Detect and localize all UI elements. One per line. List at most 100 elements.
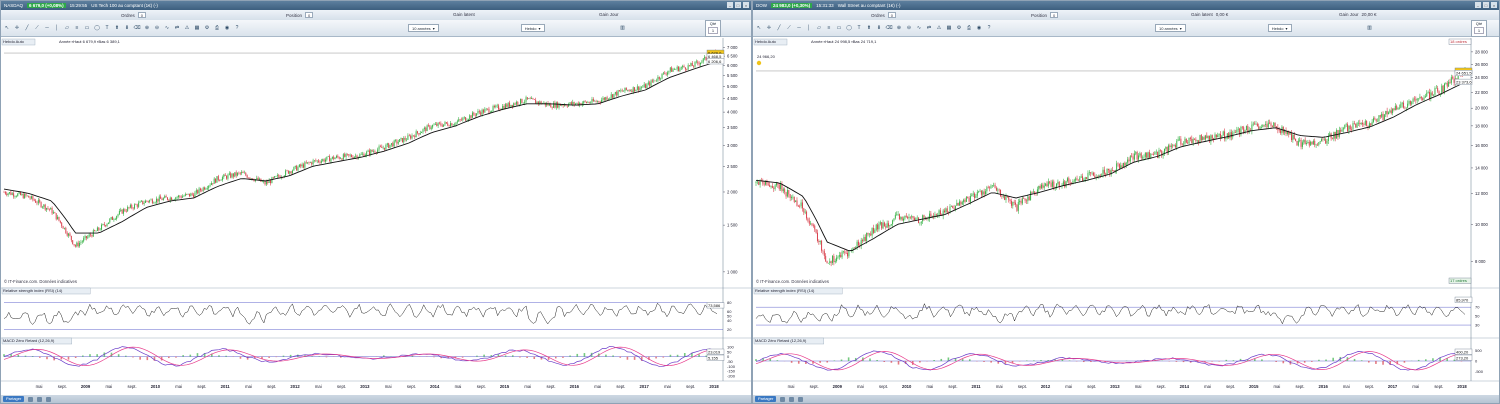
candle-style-icon[interactable]: ▥ [620,25,625,31]
vline-tool-icon[interactable]: │ [807,25,811,31]
candle [920,221,922,223]
orders-value[interactable]: 0 [137,12,146,18]
share-button[interactable]: Partager [755,396,777,402]
eraser-icon[interactable]: ⌫ [133,25,141,31]
candle [1117,163,1119,165]
maximize-icon[interactable]: □ [1483,2,1489,8]
text-tool-icon[interactable]: T [105,25,109,31]
line-tool-icon[interactable]: ╱ [25,25,29,31]
position-value[interactable]: 0 [1050,12,1059,18]
minimize-icon[interactable]: – [727,2,733,8]
ray-tool-icon[interactable]: ⟋ [787,25,791,31]
link-icon[interactable] [37,396,43,402]
arrow-down-icon[interactable]: ⬇ [876,25,882,31]
macd-histogram-bar [547,356,550,360]
indicator-icon[interactable]: ∿ [164,25,170,31]
zoom-in-icon[interactable]: ⊕ [896,25,902,31]
chart-type-select[interactable]: Hebdo ▾ [1267,24,1292,32]
candle [145,200,147,203]
camera-icon[interactable] [28,396,34,402]
zoom-out-icon[interactable]: ⊖ [154,25,160,31]
candle [584,101,586,102]
help-icon[interactable]: ? [235,25,239,31]
hline-tool-icon[interactable]: ─ [45,25,49,31]
quantity-stepper[interactable]: Qté 1 [1471,20,1487,37]
close-icon[interactable]: × [1491,2,1497,8]
ellipse-tool-icon[interactable]: ◯ [94,25,100,31]
hline-tool-icon[interactable]: ─ [797,25,801,31]
candle [1163,148,1165,154]
close-icon[interactable]: × [743,2,749,8]
rectangle-tool-icon[interactable]: ▭ [84,25,90,31]
compare-icon[interactable]: ⇄ [174,25,180,31]
candle [993,184,995,186]
macd-histogram-bar [24,355,27,357]
rectangle-tool-icon[interactable]: ▭ [836,25,842,31]
mail-icon[interactable] [46,396,52,402]
candle [872,227,874,233]
chart-svg[interactable]: Hebdo Auto Année ▪Haut 6 679,9 ▪Bas 6 389… [1,38,752,396]
arrow-up-icon[interactable]: ⬆ [114,25,120,31]
minimize-icon[interactable]: – [1475,2,1481,8]
chart-area[interactable]: Hebdo Auto Année ▪Haut 24 998,5 ▪Bas 24 7… [753,38,1500,396]
arrow-down-icon[interactable]: ⬇ [124,25,130,31]
arrow-up-icon[interactable]: ⬆ [866,25,872,31]
alert-icon[interactable]: ⚠ [936,25,942,31]
crosshair-icon[interactable]: ✛ [766,25,772,31]
candle [1023,198,1025,199]
help-icon[interactable]: ? [987,25,991,31]
candle [1187,142,1189,144]
camera-icon[interactable]: ◉ [224,25,230,31]
settings-icon[interactable]: ⚙ [204,25,210,31]
share-button[interactable]: Partager [3,396,25,402]
grid-icon[interactable]: ▦ [946,25,952,31]
candle [160,196,162,199]
fibo-tool-icon[interactable]: ≡ [75,25,79,31]
channel-tool-icon[interactable]: ▱ [65,25,69,31]
candle [1049,181,1051,183]
candle [423,127,425,130]
candle [987,187,989,189]
vline-tool-icon[interactable]: │ [55,25,59,31]
eraser-icon[interactable]: ⌫ [885,25,893,31]
maximize-icon[interactable]: □ [735,2,741,8]
orders-value[interactable]: 0 [887,12,896,18]
rsi-tag: 85,970 [1456,297,1469,302]
cursor-icon[interactable]: ↖ [4,25,10,31]
candle-style-icon[interactable]: ▥ [1367,25,1372,31]
print-icon[interactable]: ⎙ [966,25,971,31]
ray-tool-icon[interactable]: ⟋ [35,25,39,31]
text-tool-icon[interactable]: T [857,25,861,31]
period-select[interactable]: 10 années ▾ [1155,24,1186,32]
alert-icon[interactable]: ⚠ [184,25,190,31]
candle [1331,138,1333,140]
candle [202,187,204,191]
position-value[interactable]: 0 [305,12,314,18]
rsi-tick-label: 80 [727,300,732,305]
compare-icon[interactable]: ⇄ [926,25,932,31]
settings-icon[interactable]: ⚙ [956,25,962,31]
line-tool-icon[interactable]: ╱ [777,25,781,31]
chart-area[interactable]: Hebdo Auto Année ▪Haut 6 679,9 ▪Bas 6 389… [1,38,752,396]
candle [1418,98,1420,100]
cursor-icon[interactable]: ↖ [756,25,762,31]
crosshair-icon[interactable]: ✛ [14,25,20,31]
chart-svg[interactable]: Hebdo Auto Année ▪Haut 24 998,5 ▪Bas 24 7… [753,38,1500,396]
quantity-stepper[interactable]: Qté 1 [705,20,721,37]
mail-icon[interactable] [798,396,804,402]
period-select[interactable]: 10 années ▾ [408,24,439,32]
camera-icon[interactable] [780,396,786,402]
candle [333,156,335,160]
indicator-icon[interactable]: ∿ [916,25,922,31]
link-icon[interactable] [789,396,795,402]
candle [410,135,412,139]
ellipse-tool-icon[interactable]: ◯ [846,25,852,31]
fibo-tool-icon[interactable]: ≡ [827,25,831,31]
chart-type-select[interactable]: Hebdo ▾ [520,24,545,32]
zoom-out-icon[interactable]: ⊖ [906,25,912,31]
zoom-in-icon[interactable]: ⊕ [144,25,150,31]
grid-icon[interactable]: ▦ [194,25,200,31]
channel-tool-icon[interactable]: ▱ [817,25,821,31]
camera-icon[interactable]: ◉ [976,25,982,31]
print-icon[interactable]: ⎙ [214,25,219,31]
